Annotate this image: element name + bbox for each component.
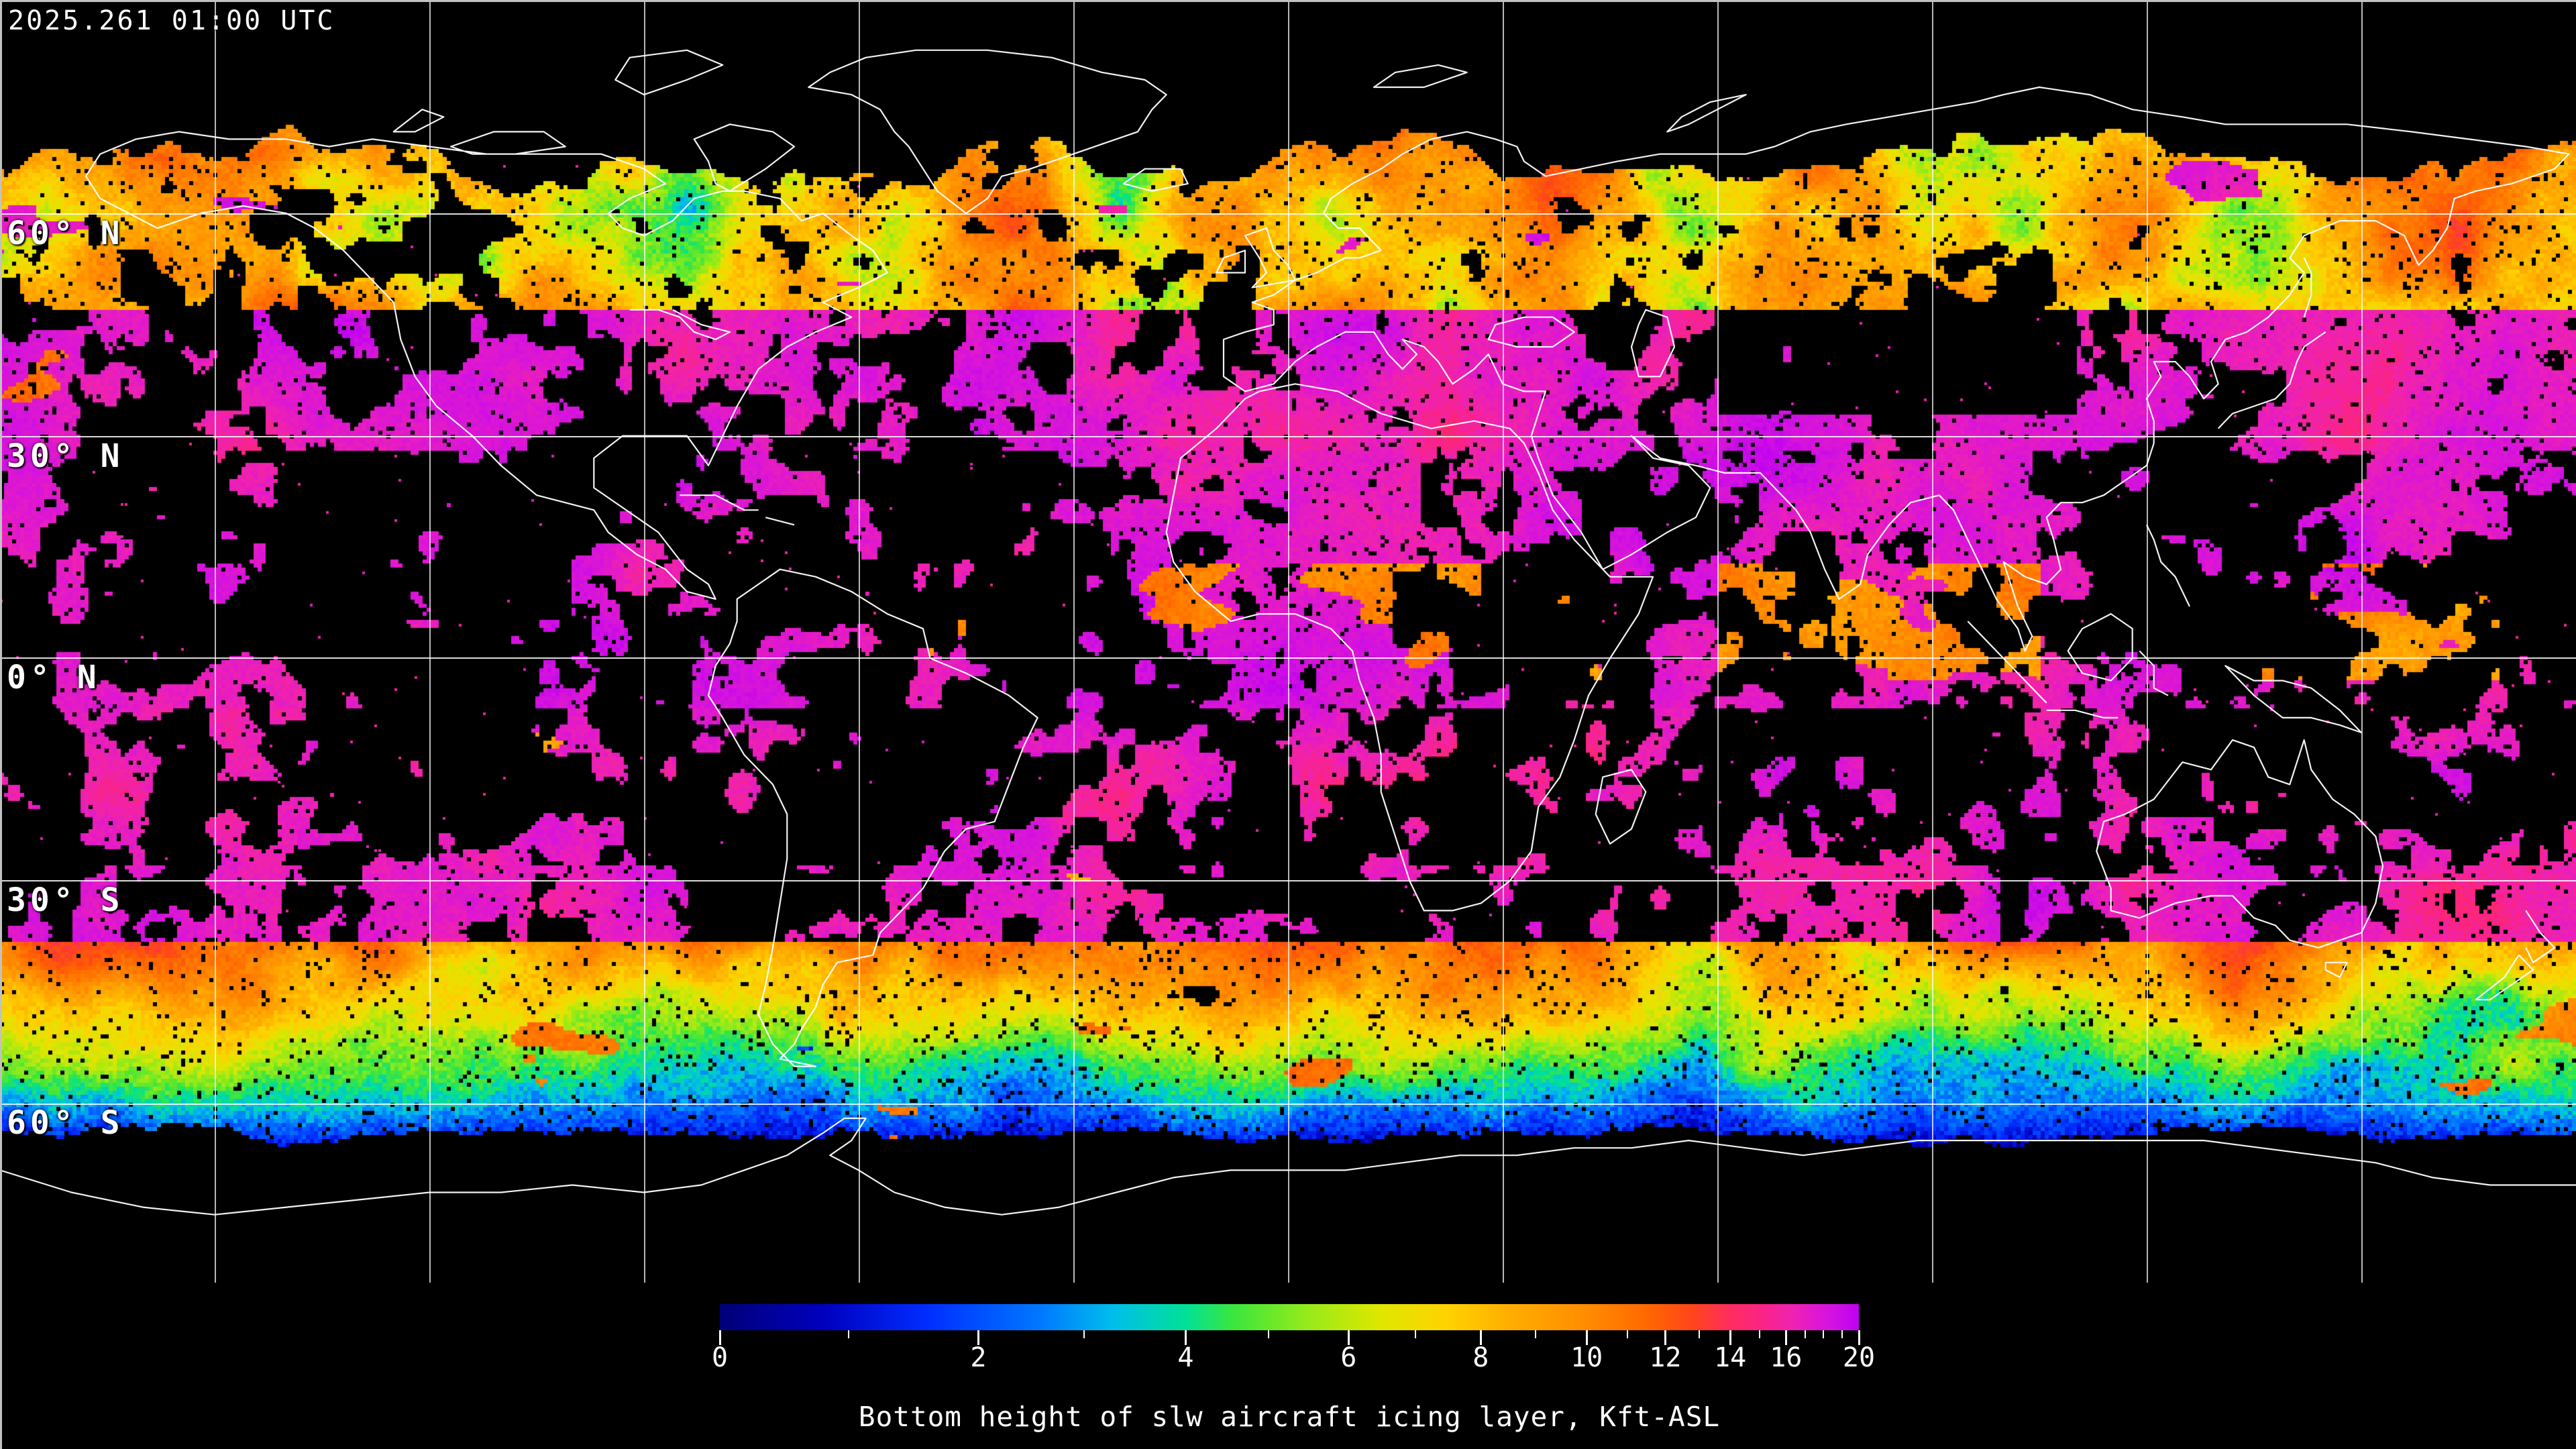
colorbar-tick-major [719, 1330, 721, 1345]
icing-layer-map-canvas [0, 0, 2576, 1301]
colorbar-tick-major [1586, 1330, 1589, 1345]
colorbar-tick-minor [1268, 1330, 1270, 1338]
colorbar-tick-minor [1083, 1330, 1085, 1338]
colorbar-tick-label: 4 [1177, 1342, 1194, 1373]
colorbar-tick-major [1858, 1330, 1860, 1345]
colorbar-tick-label: 6 [1340, 1342, 1357, 1373]
colorbar-tick-label: 2 [970, 1342, 987, 1373]
colorbar-tick-minor [1805, 1330, 1807, 1338]
colorbar-tick-major [1785, 1330, 1788, 1345]
colorbar-gradient [720, 1304, 1859, 1330]
colorbar-tick-minor [1627, 1330, 1629, 1338]
colorbar-tick-label: 10 [1570, 1342, 1603, 1373]
colorbar-tick-label: 16 [1770, 1342, 1803, 1373]
colorbar-tick-label: 0 [711, 1342, 729, 1373]
colorbar-tick-minor [1823, 1330, 1825, 1338]
colorbar-tick-major [1348, 1330, 1350, 1345]
colorbar-tick-major [977, 1330, 980, 1345]
colorbar-tick-minor [1841, 1330, 1843, 1338]
colorbar-tick-minor [847, 1330, 849, 1338]
colorbar-tick-major [1729, 1330, 1732, 1345]
colorbar-tick-major [1185, 1330, 1187, 1345]
colorbar-tick-label: 14 [1714, 1342, 1747, 1373]
colorbar-tick-minor [1699, 1330, 1701, 1338]
colorbar-tick-label: 20 [1842, 1342, 1876, 1373]
colorbar-tick-minor [1534, 1330, 1536, 1338]
colorbar-tick-label: 12 [1649, 1342, 1682, 1373]
colorbar-tick-minor [1759, 1330, 1761, 1338]
colorbar-tick-major [1664, 1330, 1667, 1345]
colorbar: 0 2 4 6 8 10 12 14 16 20 Bottom height of slw air… [712, 1304, 1875, 1449]
colorbar-tick-major [1480, 1330, 1483, 1345]
colorbar-tick-minor [1415, 1330, 1417, 1338]
colorbar-tick-label: 8 [1472, 1342, 1489, 1373]
colorbar-caption: Bottom height of slw aircraft icing laye… [858, 1401, 1721, 1433]
timestamp-label: 2025.261 01:00 UTC [8, 5, 335, 36]
